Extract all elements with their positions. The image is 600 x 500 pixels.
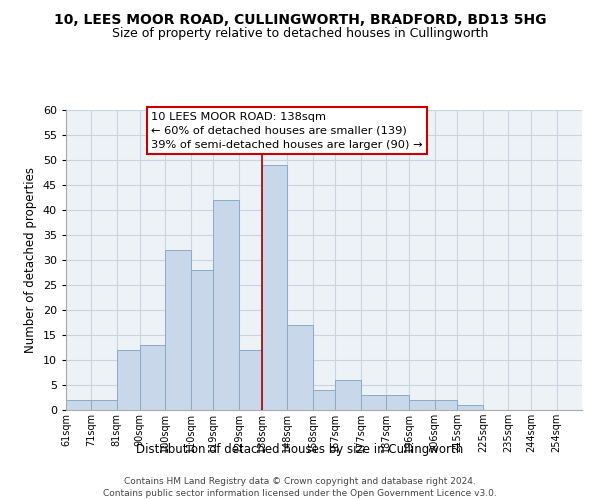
- Text: Size of property relative to detached houses in Cullingworth: Size of property relative to detached ho…: [112, 28, 488, 40]
- Bar: [262, 165, 287, 410]
- Bar: [165, 250, 191, 410]
- Bar: [434, 400, 457, 410]
- Text: Distribution of detached houses by size in Cullingworth: Distribution of detached houses by size …: [136, 442, 464, 456]
- Bar: [386, 395, 409, 410]
- Text: Contains public sector information licensed under the Open Government Licence v3: Contains public sector information licen…: [103, 489, 497, 498]
- Y-axis label: Number of detached properties: Number of detached properties: [24, 167, 37, 353]
- Bar: [313, 390, 335, 410]
- Bar: [191, 270, 214, 410]
- Bar: [287, 325, 313, 410]
- Bar: [66, 400, 91, 410]
- Bar: [214, 200, 239, 410]
- Text: 10 LEES MOOR ROAD: 138sqm
← 60% of detached houses are smaller (139)
39% of semi: 10 LEES MOOR ROAD: 138sqm ← 60% of detac…: [151, 112, 422, 150]
- Bar: [409, 400, 434, 410]
- Bar: [457, 405, 483, 410]
- Bar: [140, 345, 165, 410]
- Text: Contains HM Land Registry data © Crown copyright and database right 2024.: Contains HM Land Registry data © Crown c…: [124, 478, 476, 486]
- Bar: [335, 380, 361, 410]
- Bar: [239, 350, 262, 410]
- Text: 10, LEES MOOR ROAD, CULLINGWORTH, BRADFORD, BD13 5HG: 10, LEES MOOR ROAD, CULLINGWORTH, BRADFO…: [54, 12, 546, 26]
- Bar: [91, 400, 117, 410]
- Bar: [117, 350, 140, 410]
- Bar: [361, 395, 386, 410]
